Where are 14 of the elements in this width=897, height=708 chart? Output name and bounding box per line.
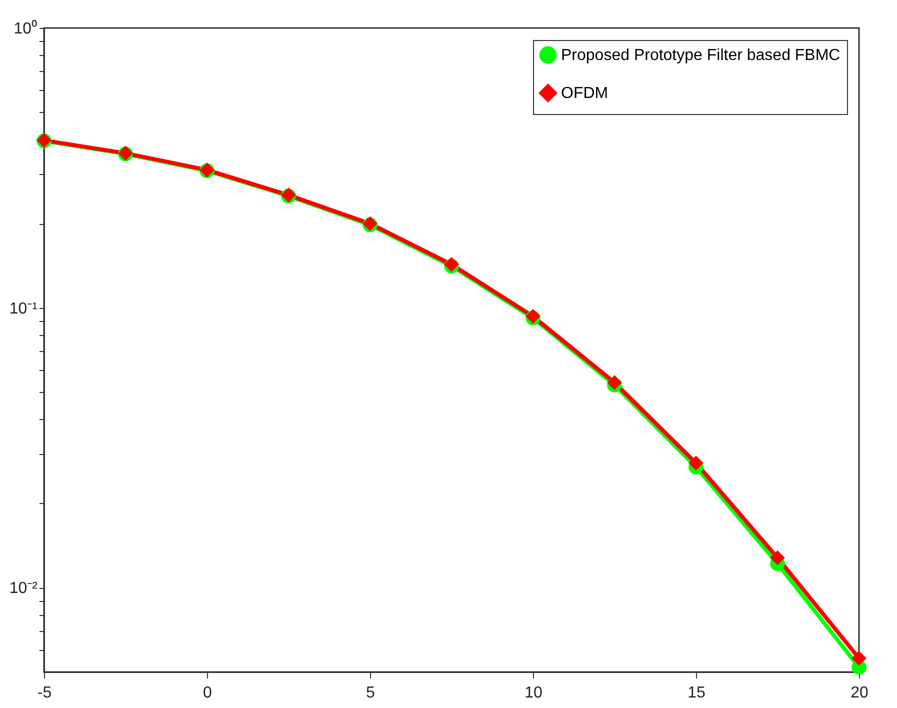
legend-label: OFDM [561,85,608,102]
x-tick-label: -5 [37,684,52,702]
x-tick-label: 10 [524,684,542,702]
point [852,650,866,666]
y-tick-label: 10⁻² [9,580,38,598]
point [770,550,785,566]
x-tick-label: 20 [850,684,868,702]
legend-label: Proposed Prototype Filter based FBMC [561,47,840,64]
y-tick-label: 10⁻¹ [9,300,38,318]
y-tick-label: 10⁰ [14,20,38,38]
point [688,456,704,470]
x-tick-label: 15 [688,684,706,702]
x-tick-label: 5 [366,684,376,702]
x-tick-label: 0 [203,684,212,702]
